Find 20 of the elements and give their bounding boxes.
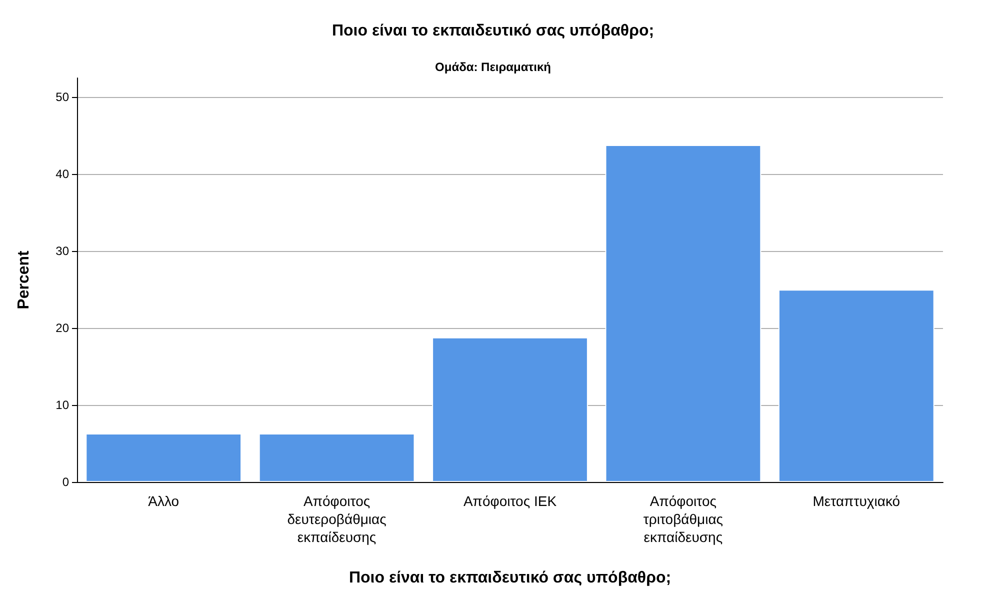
bar [258, 434, 415, 482]
y-tick-label: 10 [56, 398, 70, 412]
chart-subtitle: Ομάδα: Πειραματική [435, 60, 551, 74]
y-tick-label: 0 [62, 475, 70, 489]
x-tick-label: Απόφοιτος τριτοβάθμιας εκπαίδευσης [643, 493, 724, 545]
bar [605, 144, 762, 482]
x-tick-label: Απόφοιτος δευτεροβάθμιας εκπαίδευσης [287, 493, 387, 545]
y-tick-label: 50 [56, 90, 70, 104]
y-tick-label: 40 [56, 167, 70, 182]
x-axis-title: Ποιο είναι το εκπαιδευτικό σας υπόβαθρο; [348, 570, 672, 586]
x-tick-label: Άλλο [148, 493, 180, 509]
x-tick-label: Απόφοιτος ΙΕΚ [463, 493, 558, 509]
y-tick-label: 20 [56, 321, 70, 336]
bar [778, 290, 934, 482]
chart-title: Ποιο είναι το εκπαιδευτικό σας υπόβαθρο; [332, 22, 654, 40]
y-tick-label: 30 [56, 244, 70, 258]
y-axis-title: Percent [16, 250, 32, 310]
bar [86, 434, 242, 482]
x-tick-label: Μεταπτυχιακό [812, 493, 900, 509]
bar [432, 337, 588, 482]
